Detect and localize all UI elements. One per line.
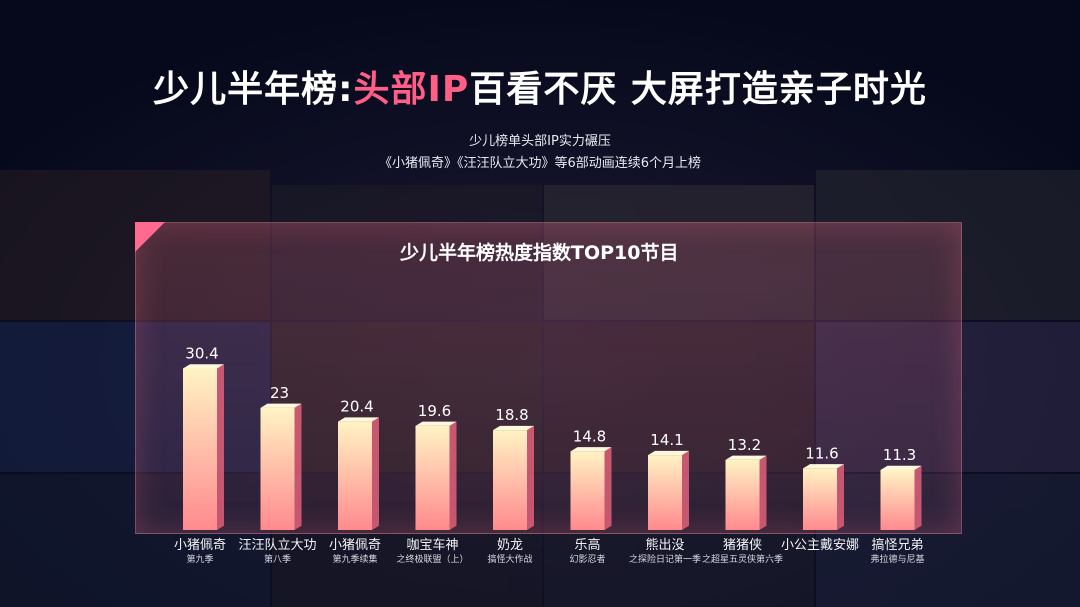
bar-side-6 — [604, 447, 612, 530]
bar-8: 13.2 — [725, 436, 767, 530]
x-sublabel-6: 幻影忍者 — [569, 555, 606, 565]
x-label-5: 奶龙 — [496, 538, 523, 553]
value-label-2: 23 — [270, 384, 289, 402]
x-sublabel-1: 第九季 — [186, 555, 214, 565]
subtitle-line-2: 《小猪佩奇》《汪汪队立大功》等6部动画连续6个月上榜 — [378, 156, 702, 171]
bar-9: 11.6 — [803, 444, 844, 530]
x-sublabel-5: 搞怪大作战 — [487, 555, 533, 565]
value-label-6: 14.8 — [573, 427, 606, 445]
corner-accent — [135, 222, 165, 252]
bar-side-4 — [449, 421, 457, 530]
x-label-2: 汪汪队立大功 — [238, 538, 317, 553]
value-label-7: 14.1 — [650, 431, 683, 449]
title-part-1: 少儿半年榜: — [153, 69, 354, 110]
bar-top-6 — [570, 447, 612, 452]
x-label-7: 熊出没 — [645, 538, 685, 553]
value-label-9: 11.6 — [805, 444, 838, 462]
bar-front-3 — [338, 421, 372, 530]
bar-1: 30.4 — [183, 345, 224, 530]
value-label-1: 30.4 — [185, 345, 218, 363]
bar-2: 23 — [260, 384, 302, 530]
bar-top-10 — [880, 465, 922, 470]
bar-side-2 — [294, 403, 302, 530]
bar-front-1 — [183, 368, 217, 530]
bar-front-4 — [415, 425, 450, 530]
x-sublabel-2: 第八季 — [263, 555, 291, 565]
bar-front-7 — [648, 455, 682, 530]
bar-6: 14.8 — [570, 427, 612, 530]
bar-front-6 — [570, 451, 605, 530]
x-sublabel-8: 之超星五灵侠第六季 — [701, 555, 783, 565]
page-title: 少儿半年榜:头部IP百看不厌 大屏打造亲子时光 — [0, 60, 1080, 112]
bar-side-8 — [759, 455, 767, 530]
bar-side-10 — [914, 465, 922, 530]
bar-top-7 — [648, 450, 689, 456]
x-label-4: 咖宝车神 — [406, 538, 459, 553]
bar-top-8 — [725, 455, 767, 460]
value-label-8: 13.2 — [728, 436, 761, 454]
bar-top-5 — [493, 425, 534, 431]
value-label-10: 11.3 — [883, 446, 916, 464]
bar-top-2 — [260, 403, 302, 408]
subtitle-line-1: 少儿榜单头部IP实力碾压 — [469, 134, 611, 149]
x-label-6: 乐高 — [574, 538, 601, 553]
x-sublabel-4: 之终极联盟（上） — [396, 555, 469, 565]
x-label-9: 小公主戴安娜 — [780, 538, 859, 553]
bar-front-9 — [803, 468, 837, 530]
bar-top-1 — [183, 364, 224, 369]
bar-side-9 — [837, 464, 844, 530]
bar-3: 20.4 — [338, 398, 379, 530]
x-sublabel-3: 第九季续集 — [332, 555, 378, 565]
bar-10: 11.3 — [880, 446, 922, 530]
bar-front-10 — [880, 469, 915, 530]
x-label-8: 猪猪侠 — [722, 538, 762, 553]
title-part-3: 百看不厌 大屏打造亲子时光 — [469, 69, 927, 110]
bar-7: 14.1 — [648, 431, 689, 530]
value-label-3: 20.4 — [340, 398, 373, 416]
bar-top-3 — [338, 417, 379, 422]
x-label-1: 小猪佩奇 — [173, 538, 226, 553]
bar-side-5 — [527, 425, 534, 530]
x-label-10: 搞怪兄弟 — [871, 538, 924, 553]
title-highlight: 头部IP — [353, 69, 470, 110]
bar-side-1 — [217, 364, 224, 530]
x-sublabel-7: 之探险日记第一季 — [628, 555, 701, 565]
bar-side-7 — [682, 450, 689, 530]
x-label-3: 小猪佩奇 — [328, 538, 381, 553]
bar-top-4 — [415, 421, 457, 426]
bar-4: 19.6 — [415, 402, 457, 530]
chart-title: 少儿半年榜热度指数TOP10节目 — [400, 242, 679, 264]
bar-front-2 — [260, 407, 295, 530]
x-sublabel-10: 弗拉德与尼基 — [870, 555, 925, 565]
bar-5: 18.8 — [493, 406, 534, 530]
value-label-5: 18.8 — [495, 406, 528, 424]
bar-front-5 — [493, 430, 527, 530]
bar-front-8 — [725, 459, 760, 530]
value-label-4: 19.6 — [418, 402, 451, 420]
bar-side-3 — [372, 417, 379, 530]
bar-top-9 — [803, 464, 844, 469]
